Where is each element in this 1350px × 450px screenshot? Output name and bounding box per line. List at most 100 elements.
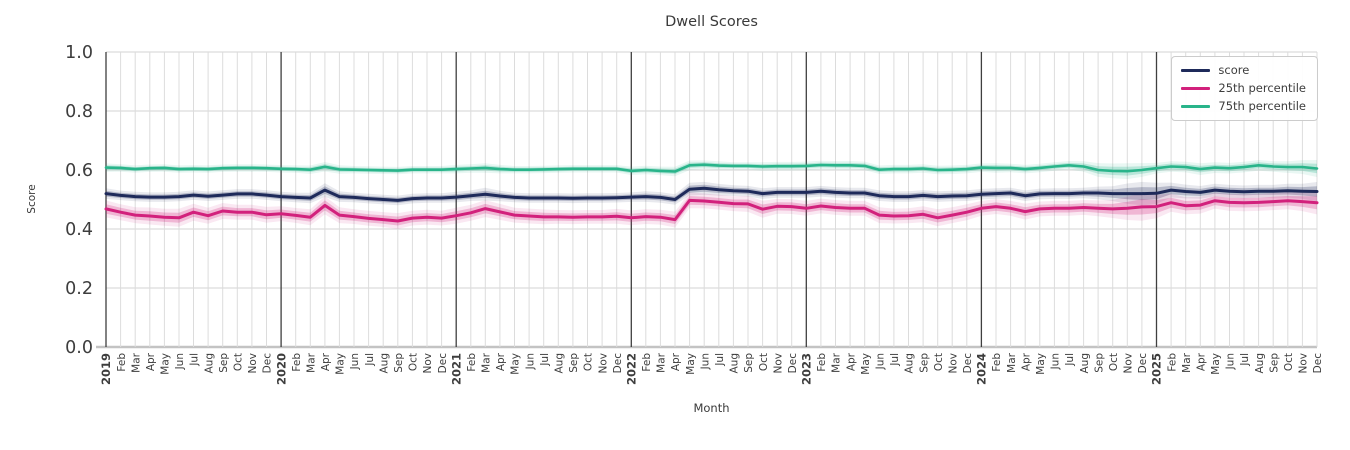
svg-text:Apr: Apr	[845, 352, 857, 371]
svg-text:Jun: Jun	[524, 353, 536, 370]
svg-text:Apr: Apr	[495, 352, 507, 371]
svg-text:Sep: Sep	[218, 353, 230, 373]
svg-text:Sep: Sep	[393, 353, 405, 373]
svg-text:Feb: Feb	[641, 353, 653, 372]
legend-label-75th-percentile: 75th percentile	[1218, 99, 1306, 113]
chart-title: Dwell Scores	[665, 14, 758, 30]
svg-text:2023: 2023	[800, 353, 814, 385]
svg-text:Aug: Aug	[1254, 353, 1266, 374]
svg-text:Jul: Jul	[714, 353, 726, 367]
svg-text:2020: 2020	[274, 353, 288, 385]
svg-text:May: May	[510, 353, 522, 375]
svg-text:Jun: Jun	[1050, 353, 1062, 370]
svg-text:May: May	[860, 353, 872, 375]
svg-text:Jun: Jun	[1225, 353, 1237, 370]
svg-text:Mar: Mar	[1006, 352, 1018, 372]
svg-text:Dec: Dec	[787, 353, 799, 374]
svg-text:Sep: Sep	[918, 353, 930, 373]
svg-text:2024: 2024	[975, 353, 989, 385]
svg-text:Sep: Sep	[743, 353, 755, 373]
svg-text:Oct: Oct	[933, 353, 945, 371]
svg-text:Feb: Feb	[991, 353, 1003, 372]
svg-text:May: May	[160, 353, 172, 375]
svg-text:Jul: Jul	[539, 353, 551, 367]
svg-text:May: May	[1035, 353, 1047, 375]
svg-text:Jun: Jun	[875, 353, 887, 370]
svg-text:Nov: Nov	[247, 353, 259, 374]
svg-text:Mar: Mar	[656, 352, 668, 372]
svg-text:Feb: Feb	[116, 353, 128, 372]
svg-text:Aug: Aug	[554, 353, 566, 374]
svg-text:Aug: Aug	[378, 353, 390, 374]
svg-text:Dec: Dec	[612, 353, 624, 374]
svg-text:Nov: Nov	[947, 353, 959, 374]
svg-text:Oct: Oct	[758, 353, 770, 371]
svg-text:2021: 2021	[449, 353, 463, 385]
svg-text:May: May	[1210, 353, 1222, 375]
svg-text:Feb: Feb	[291, 353, 303, 372]
y-tick-labels: 0.0 0.2 0.4 0.6 0.8 1.0	[65, 43, 93, 358]
svg-text:Aug: Aug	[1079, 353, 1091, 374]
svg-text:Dec: Dec	[1312, 353, 1324, 374]
legend-label-25th-percentile: 25th percentile	[1218, 81, 1306, 95]
svg-text:Oct: Oct	[1108, 353, 1120, 371]
svg-text:0.6: 0.6	[65, 161, 93, 181]
legend-entry-25th-percentile[interactable]: 25th percentile	[1181, 82, 1306, 95]
x-tick-labels: 2019 Feb Mar Apr May Jun Jul Aug Sep Oct Nov Dec 202…	[99, 352, 1324, 385]
svg-text:Dec: Dec	[1137, 353, 1149, 374]
svg-text:Nov: Nov	[772, 353, 784, 374]
svg-text:Oct: Oct	[583, 353, 595, 371]
svg-text:1.0: 1.0	[65, 43, 93, 63]
svg-text:0.8: 0.8	[65, 102, 93, 122]
svg-text:Aug: Aug	[729, 353, 741, 374]
svg-text:2022: 2022	[625, 353, 639, 385]
svg-text:0.0: 0.0	[65, 338, 93, 358]
svg-text:Sep: Sep	[568, 353, 580, 373]
svg-text:Dec: Dec	[262, 353, 274, 374]
svg-text:Aug: Aug	[904, 353, 916, 374]
legend[interactable]: score 25th percentile 75th percentile	[1171, 56, 1318, 121]
svg-text:Jul: Jul	[1239, 353, 1251, 367]
svg-text:Mar: Mar	[481, 352, 493, 372]
svg-text:Feb: Feb	[466, 353, 478, 372]
svg-text:Jul: Jul	[889, 353, 901, 367]
svg-text:Apr: Apr	[670, 352, 682, 371]
svg-text:Jun: Jun	[699, 353, 711, 370]
svg-text:Nov: Nov	[1298, 353, 1310, 374]
svg-text:Oct: Oct	[1283, 353, 1295, 371]
svg-text:Oct: Oct	[233, 353, 245, 371]
svg-text:Dec: Dec	[437, 353, 449, 374]
svg-text:May: May	[335, 353, 347, 375]
svg-text:Nov: Nov	[597, 353, 609, 374]
legend-swatch-75th-percentile-icon	[1181, 105, 1211, 108]
svg-text:Apr: Apr	[1196, 352, 1208, 371]
month-gridlines	[120, 52, 1318, 347]
x-axis-label: Month	[693, 401, 730, 415]
svg-text:Apr: Apr	[145, 352, 157, 371]
svg-text:Jun: Jun	[174, 353, 186, 370]
svg-text:Apr: Apr	[1020, 352, 1032, 371]
svg-text:Dec: Dec	[962, 353, 974, 374]
legend-swatch-score-icon	[1181, 69, 1211, 72]
series-lines	[104, 163, 1319, 223]
svg-text:Nov: Nov	[1123, 353, 1135, 374]
y-axis-label: Score	[26, 184, 38, 214]
svg-text:0.2: 0.2	[65, 279, 93, 299]
legend-entry-75th-percentile[interactable]: 75th percentile	[1181, 100, 1306, 113]
svg-text:Mar: Mar	[831, 352, 843, 372]
year-boundary-lines	[105, 52, 1158, 347]
svg-text:2019: 2019	[99, 353, 113, 385]
svg-text:Jul: Jul	[189, 353, 201, 367]
svg-text:Feb: Feb	[816, 353, 828, 372]
svg-text:May: May	[685, 353, 697, 375]
svg-text:Jul: Jul	[1064, 353, 1076, 367]
svg-text:Nov: Nov	[422, 353, 434, 374]
legend-label-score: score	[1218, 63, 1250, 77]
svg-text:Mar: Mar	[130, 352, 142, 372]
svg-text:0.4: 0.4	[65, 220, 93, 240]
svg-text:Sep: Sep	[1093, 353, 1105, 373]
svg-text:2025: 2025	[1150, 353, 1164, 385]
legend-entry-score[interactable]: score	[1181, 64, 1306, 77]
